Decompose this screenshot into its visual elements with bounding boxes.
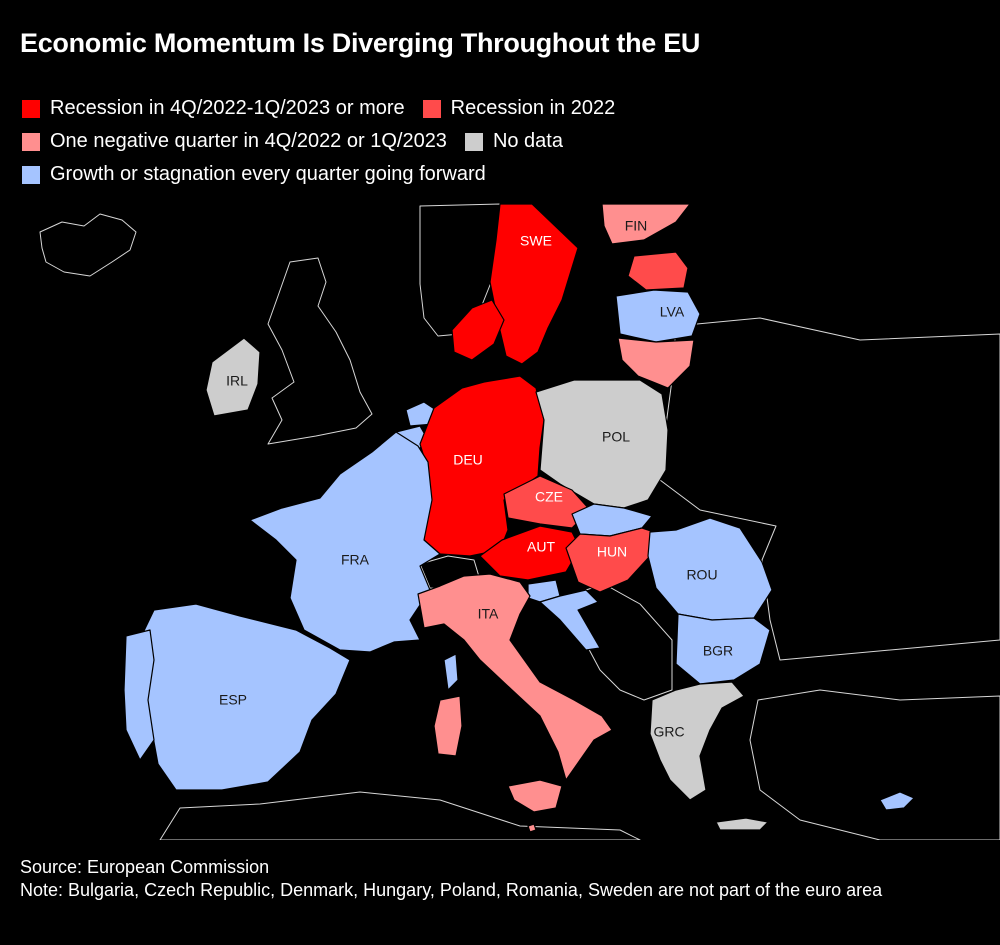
country-HUN [565,527,661,593]
map-label-ESP: ESP [219,692,247,708]
map-label-FIN: FIN [625,218,648,234]
country-EST [627,251,689,291]
legend-row: Growth or stagnation every quarter going… [22,158,633,191]
country-POL [535,379,669,509]
country-CYP [879,791,915,811]
iceland-outline [39,213,137,277]
great-britain-outline [267,257,373,445]
turkey-outline [749,689,1000,840]
map-label-CZE: CZE [535,489,563,505]
country-SWE [489,203,579,365]
map-label-FRA: FRA [341,552,370,568]
legend-item-growth: Growth or stagnation every quarter going… [22,163,486,186]
map-label-SWE: SWE [520,233,552,249]
legend-item-recession-2022: Recession in 2022 [422,97,616,120]
north-africa-outline [159,791,641,840]
country-ITA [417,573,613,781]
country-PRT [123,629,155,761]
legend-item-no-data: No data [464,130,563,153]
country-FRA [249,431,441,653]
country-ITA-sardinia [433,695,463,757]
country-HRV [539,589,601,651]
legend-label-no-data: No data [492,130,563,152]
legend-row: Recession in 4Q/2022-1Q/2023 or more Rec… [22,92,633,125]
legend-swatch-no-data [464,132,483,151]
country-LVA [615,289,701,343]
legend-swatch-recession-4q-1q [22,99,40,118]
legend-swatch-growth [22,165,40,184]
legend-row: One negative quarter in 4Q/2022 or 1Q/20… [22,125,633,158]
legend-label-recession-2022: Recession in 2022 [450,97,616,119]
map-label-POL: POL [602,429,630,445]
map-label-AUT: AUT [527,539,555,555]
country-ROU [647,517,773,621]
map-label-IRL: IRL [226,373,248,389]
map-label-BGR: BGR [703,643,733,659]
legend-item-one-negative: One negative quarter in 4Q/2022 or 1Q/20… [22,130,447,153]
country-FRA-corsica [443,653,459,691]
country-GRC [649,681,745,801]
legend: Recession in 4Q/2022-1Q/2023 or more Rec… [22,92,633,191]
country-LTU [617,337,695,389]
note-text: Note: Bulgaria, Czech Republic, Denmark,… [20,880,883,900]
footer: Source: European Commission Note: Bulgar… [20,856,980,902]
country-FIN [601,203,691,245]
map-label-HUN: HUN [597,544,627,560]
legend-label-growth: Growth or stagnation every quarter going… [50,163,486,185]
legend-item-recession-4q-1q: Recession in 4Q/2022-1Q/2023 or more [22,97,405,120]
map-label-DEU: DEU [453,452,483,468]
legend-label-one-negative: One negative quarter in 4Q/2022 or 1Q/20… [50,130,447,152]
legend-swatch-recession-2022 [422,99,441,118]
map-label-ROU: ROU [686,567,717,583]
country-DNK [451,299,505,361]
chart-title: Economic Momentum Is Diverging Throughou… [20,28,701,58]
legend-swatch-one-negative [22,132,40,151]
country-IRL [205,337,261,417]
country-GRC-crete [715,817,769,831]
map-label-LVA: LVA [660,304,685,320]
country-ITA-sicily [507,779,563,813]
map-label-GRC: GRC [653,724,684,740]
europe-map: SWE FIN LVA IRL POL DEU CZE FRA AUT HUN … [39,203,1000,840]
source-text: Source: European Commission [20,857,270,877]
country-MLT [527,823,537,833]
country-BGR [675,613,771,685]
map-label-ITA: ITA [478,606,499,622]
legend-label-recession-4q-1q: Recession in 4Q/2022-1Q/2023 or more [50,97,405,119]
